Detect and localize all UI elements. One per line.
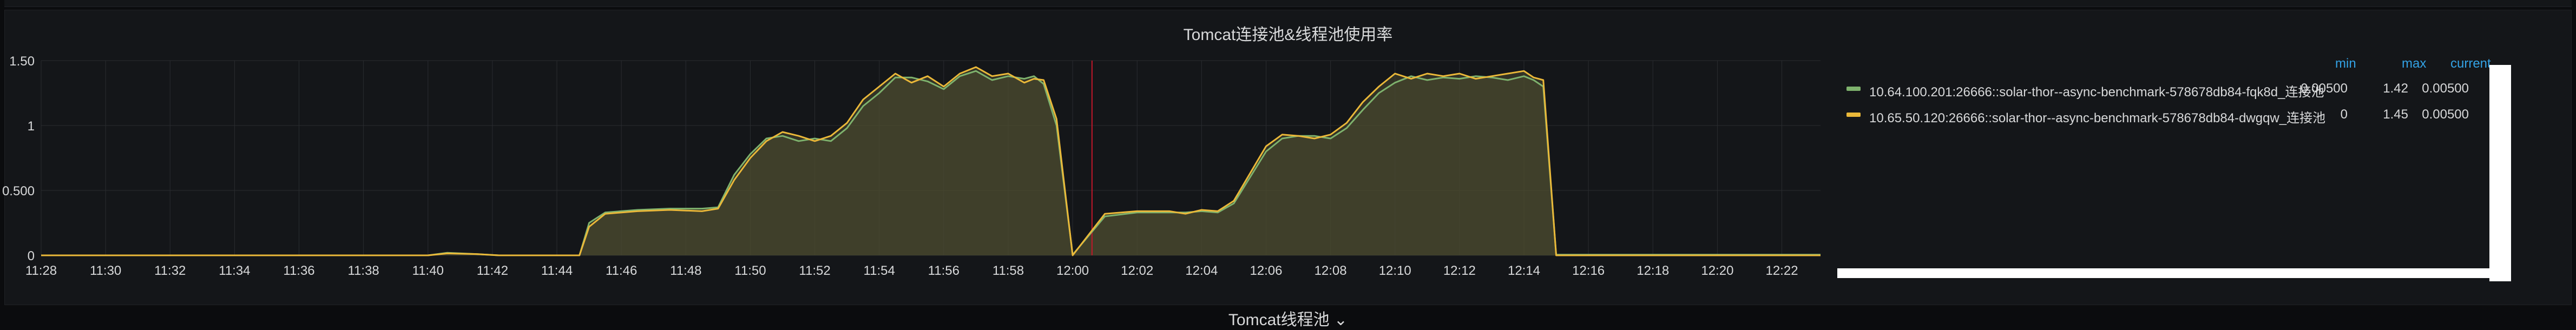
legend-header-current[interactable]: current xyxy=(2450,56,2491,71)
x-tick-label: 11:50 xyxy=(734,263,766,278)
x-tick-label: 12:12 xyxy=(1443,263,1476,278)
x-tick-label: 12:08 xyxy=(1315,263,1347,278)
x-tick-label: 12:14 xyxy=(1508,263,1540,278)
y-tick-label: 1 xyxy=(28,119,35,134)
legend-min-value: 0.00500 xyxy=(2301,81,2348,96)
x-tick-label: 12:04 xyxy=(1185,263,1218,278)
series-line xyxy=(41,66,1821,256)
x-tick-label: 11:40 xyxy=(412,263,444,278)
series-area-fill xyxy=(41,67,1821,255)
legend-swatch-icon xyxy=(1846,87,1861,91)
x-tick-label: 11:54 xyxy=(864,263,895,278)
x-tick-label: 11:48 xyxy=(670,263,701,278)
x-tick-label: 12:00 xyxy=(1056,263,1089,278)
x-tick-label: 12:06 xyxy=(1250,263,1282,278)
legend-row-series-1[interactable]: 10.64.100.201:26666::solar-thor--async-b… xyxy=(1840,76,2511,102)
panel-title[interactable]: Tomcat连接池&线程池使用率 xyxy=(1183,26,1393,44)
x-tick-label: 11:46 xyxy=(606,263,637,278)
x-tick-label: 11:56 xyxy=(928,263,960,278)
x-tick-label: 11:38 xyxy=(348,263,379,278)
x-tick-label: 12:02 xyxy=(1121,263,1153,278)
legend: min max current 10.64.100.201:26666::sol… xyxy=(1840,50,2511,328)
x-tick-label: 11:42 xyxy=(477,263,508,278)
previous-panel-edge xyxy=(4,0,2572,7)
x-tick-label: 11:58 xyxy=(993,263,1024,278)
x-tick-label: 11:34 xyxy=(219,263,250,278)
x-tick-label: 12:16 xyxy=(1572,263,1605,278)
legend-scroll-area xyxy=(2489,65,2511,281)
legend-min-value: 0 xyxy=(2340,107,2348,122)
legend-row-series-2[interactable]: 10.65.50.120:26666::solar-thor--async-be… xyxy=(1840,102,2511,128)
legend-header-min[interactable]: min xyxy=(2335,56,2356,71)
y-tick-label: 0 xyxy=(28,249,35,263)
x-tick-label: 11:44 xyxy=(541,263,573,278)
x-tick-label: 12:22 xyxy=(1765,263,1798,278)
x-tick-label: 12:18 xyxy=(1637,263,1669,278)
x-tick-label: 11:52 xyxy=(799,263,830,278)
x-tick-label: 12:10 xyxy=(1379,263,1411,278)
x-tick-label: 11:36 xyxy=(283,263,314,278)
legend-max-value: 1.45 xyxy=(2383,107,2408,122)
legend-max-value: 1.42 xyxy=(2383,81,2408,96)
legend-swatch-icon xyxy=(1846,113,1861,117)
x-tick-label: 11:30 xyxy=(90,263,121,278)
legend-series-name[interactable]: 10.64.100.201:26666::solar-thor--async-b… xyxy=(1869,85,2324,100)
x-tick-label: 12:20 xyxy=(1701,263,1733,278)
next-panel-title[interactable]: Tomcat线程池 ⌄ xyxy=(1228,311,1348,329)
legend-current-value: 0.00500 xyxy=(2422,107,2469,122)
legend-bottom-edge xyxy=(1837,268,2511,278)
y-tick-label: 1.50 xyxy=(9,54,35,69)
x-tick-label: 11:28 xyxy=(25,263,57,278)
y-tick-label: 0.500 xyxy=(2,184,35,199)
legend-series-name[interactable]: 10.65.50.120:26666::solar-thor--async-be… xyxy=(1869,111,2326,126)
legend-header-max[interactable]: max xyxy=(2402,56,2427,71)
legend-current-value: 0.00500 xyxy=(2422,81,2469,96)
x-tick-label: 11:32 xyxy=(154,263,186,278)
chart-canvas[interactable]: 0 0.500 1 1.50 11:28 11:30 11:32 11:34 11:36 11:3… xyxy=(0,0,2576,316)
